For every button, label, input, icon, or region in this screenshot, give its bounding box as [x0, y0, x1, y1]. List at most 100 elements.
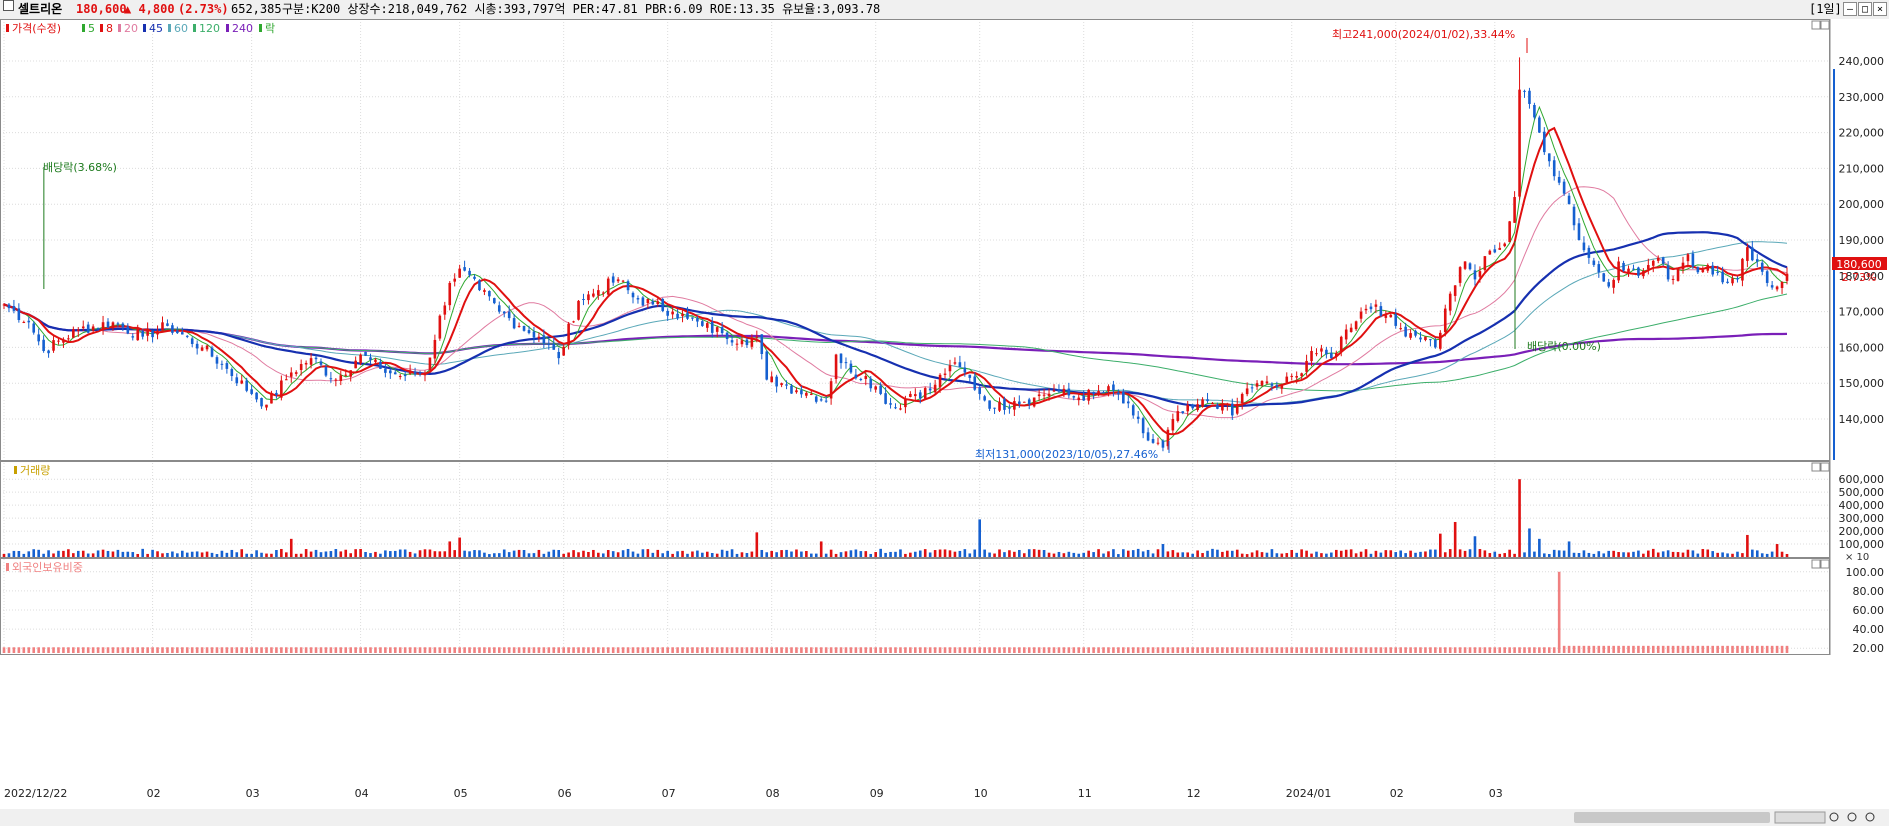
candle-body — [1656, 257, 1660, 261]
foreign-pane-minimize-icon[interactable] — [1811, 559, 1821, 569]
foreign-bar — [502, 647, 506, 653]
foreign-bar — [1701, 645, 1705, 653]
foreign-bar — [1305, 647, 1308, 653]
foreign-bar — [1419, 647, 1422, 653]
volume-bar — [1260, 552, 1264, 557]
zoom-slider[interactable] — [1774, 811, 1826, 824]
volume-bar — [1255, 550, 1259, 557]
candle-body — [963, 367, 967, 373]
volume-bar — [1746, 534, 1749, 557]
volume-bar — [973, 549, 977, 557]
price-pane-minimize-icon[interactable] — [1811, 20, 1821, 30]
candle-body — [582, 299, 585, 301]
close-icon[interactable]: × — [1873, 2, 1887, 16]
foreign-bar — [1468, 647, 1472, 653]
candle-body — [651, 301, 655, 305]
maximize-icon[interactable]: □ — [1858, 2, 1872, 16]
volume-bar — [953, 551, 957, 557]
foreign-bar — [730, 647, 734, 653]
period-label[interactable]: [1일] — [1809, 2, 1842, 16]
foreign-bar — [1731, 645, 1734, 653]
candle-body — [200, 347, 204, 351]
volume-bar — [497, 553, 501, 557]
volume-bar — [606, 550, 610, 557]
volume-bar — [96, 550, 100, 557]
candle-body — [215, 357, 219, 364]
zoom-out-icon[interactable] — [1829, 812, 1839, 822]
info-bar: 셀트리온 180,600 ▲ 4,800 (2.73%) 652,385 구분:… — [0, 0, 1889, 20]
volume-pane-close-icon[interactable] — [1820, 462, 1830, 472]
candle-body — [993, 407, 996, 409]
foreign-bar — [720, 647, 724, 653]
volume-pane-minimize-icon[interactable] — [1811, 462, 1821, 472]
volume-bar — [398, 549, 402, 557]
foreign-bar — [631, 647, 635, 653]
candle-body — [1270, 383, 1274, 386]
candle-body — [1117, 392, 1120, 395]
candle-body — [176, 330, 179, 334]
candle-body — [1354, 321, 1358, 330]
foreign-bar — [1027, 647, 1031, 653]
candle-body — [626, 281, 630, 291]
volume-bar — [532, 553, 536, 557]
candle-body — [146, 328, 149, 336]
candle-body — [250, 389, 253, 394]
volume-bar — [1315, 551, 1318, 557]
foreign-bar — [1434, 647, 1437, 653]
volume-bar — [1780, 551, 1784, 557]
volume-bar — [413, 553, 417, 557]
candle-body — [1647, 265, 1650, 270]
volume-bar — [1508, 549, 1511, 557]
candle-body — [1661, 257, 1665, 264]
volume-bar — [829, 549, 833, 557]
ma60-line — [3, 241, 1788, 405]
candle-body — [542, 335, 546, 344]
select-checkbox[interactable] — [3, 0, 14, 11]
volume-bar — [884, 552, 887, 557]
candle-body — [428, 357, 432, 371]
volume-bar — [1245, 554, 1249, 557]
foreign-bar — [696, 647, 699, 653]
minimize-icon[interactable]: – — [1843, 2, 1857, 16]
foreign-bar — [1741, 645, 1744, 653]
foreign-pane-close-icon[interactable] — [1820, 559, 1830, 569]
volume-bar — [1488, 553, 1492, 557]
candle-body — [1112, 384, 1115, 391]
volume-bar — [91, 553, 95, 557]
zoom-reset-icon[interactable] — [1847, 812, 1857, 822]
volume-bar — [1102, 553, 1105, 557]
volume-bar — [72, 553, 75, 557]
volume-bar — [433, 551, 437, 557]
candle-body — [1226, 404, 1229, 406]
candle-body — [1305, 360, 1308, 372]
candle-body — [1706, 265, 1710, 271]
foreign-bar — [131, 647, 135, 653]
volume-bar — [572, 550, 575, 557]
stock-chart[interactable]: 140,000 150,000 160,000 170,000 180,000 190,0… — [0, 19, 1889, 826]
foreign-bar — [1354, 647, 1358, 653]
foreign-bar — [1429, 647, 1432, 653]
candle-body — [1597, 264, 1601, 273]
volume-bar — [824, 553, 828, 557]
volume-bar — [1087, 550, 1090, 557]
pane-buttons[interactable] — [1811, 20, 1830, 569]
price-tick-label: 170,000 — [1839, 306, 1885, 319]
foreign-bar — [1513, 647, 1516, 653]
scrollbar-thumb[interactable] — [1574, 812, 1770, 823]
volume-bar — [1731, 553, 1734, 557]
candle-body — [1632, 268, 1635, 270]
volume-bar — [626, 548, 630, 557]
volume-bar — [67, 549, 70, 557]
foreign-bar — [1131, 647, 1135, 653]
candle-body — [280, 380, 283, 398]
candle-body — [364, 351, 367, 356]
foreign-bar — [1047, 647, 1051, 653]
volume-bar — [1067, 551, 1071, 557]
volume-bar — [1458, 549, 1462, 557]
zoom-in-icon[interactable] — [1865, 812, 1875, 822]
foreign-bar — [86, 647, 90, 653]
candle-body — [72, 329, 75, 338]
foreign-bar — [542, 647, 546, 653]
candle-body — [1671, 278, 1675, 280]
price-pane-close-icon[interactable] — [1820, 20, 1830, 30]
